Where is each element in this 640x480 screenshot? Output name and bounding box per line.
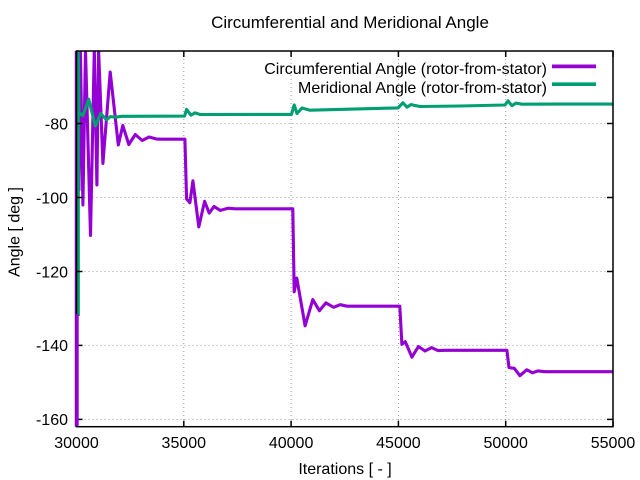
svg-text:Iterations [ - ]: Iterations [ - ] xyxy=(298,461,391,478)
svg-text:-120: -120 xyxy=(36,264,68,281)
svg-text:35000: 35000 xyxy=(162,435,207,452)
svg-text:-160: -160 xyxy=(36,412,68,429)
svg-text:40000: 40000 xyxy=(269,435,314,452)
svg-text:-140: -140 xyxy=(36,338,68,355)
svg-text:Angle [ deg ]: Angle [ deg ] xyxy=(7,187,24,277)
svg-text:Circumferential and Meridional: Circumferential and Meridional Angle xyxy=(211,13,489,32)
svg-text:45000: 45000 xyxy=(376,435,421,452)
svg-text:50000: 50000 xyxy=(483,435,528,452)
svg-text:-100: -100 xyxy=(36,190,68,207)
svg-text:55000: 55000 xyxy=(591,435,636,452)
svg-text:Circumferential Angle (rotor-f: Circumferential Angle (rotor-from-stator… xyxy=(264,61,547,78)
svg-text:-80: -80 xyxy=(45,116,68,133)
svg-text:Meridional Angle (rotor-from-s: Meridional Angle (rotor-from-stator) xyxy=(298,80,547,97)
svg-text:30000: 30000 xyxy=(54,435,99,452)
